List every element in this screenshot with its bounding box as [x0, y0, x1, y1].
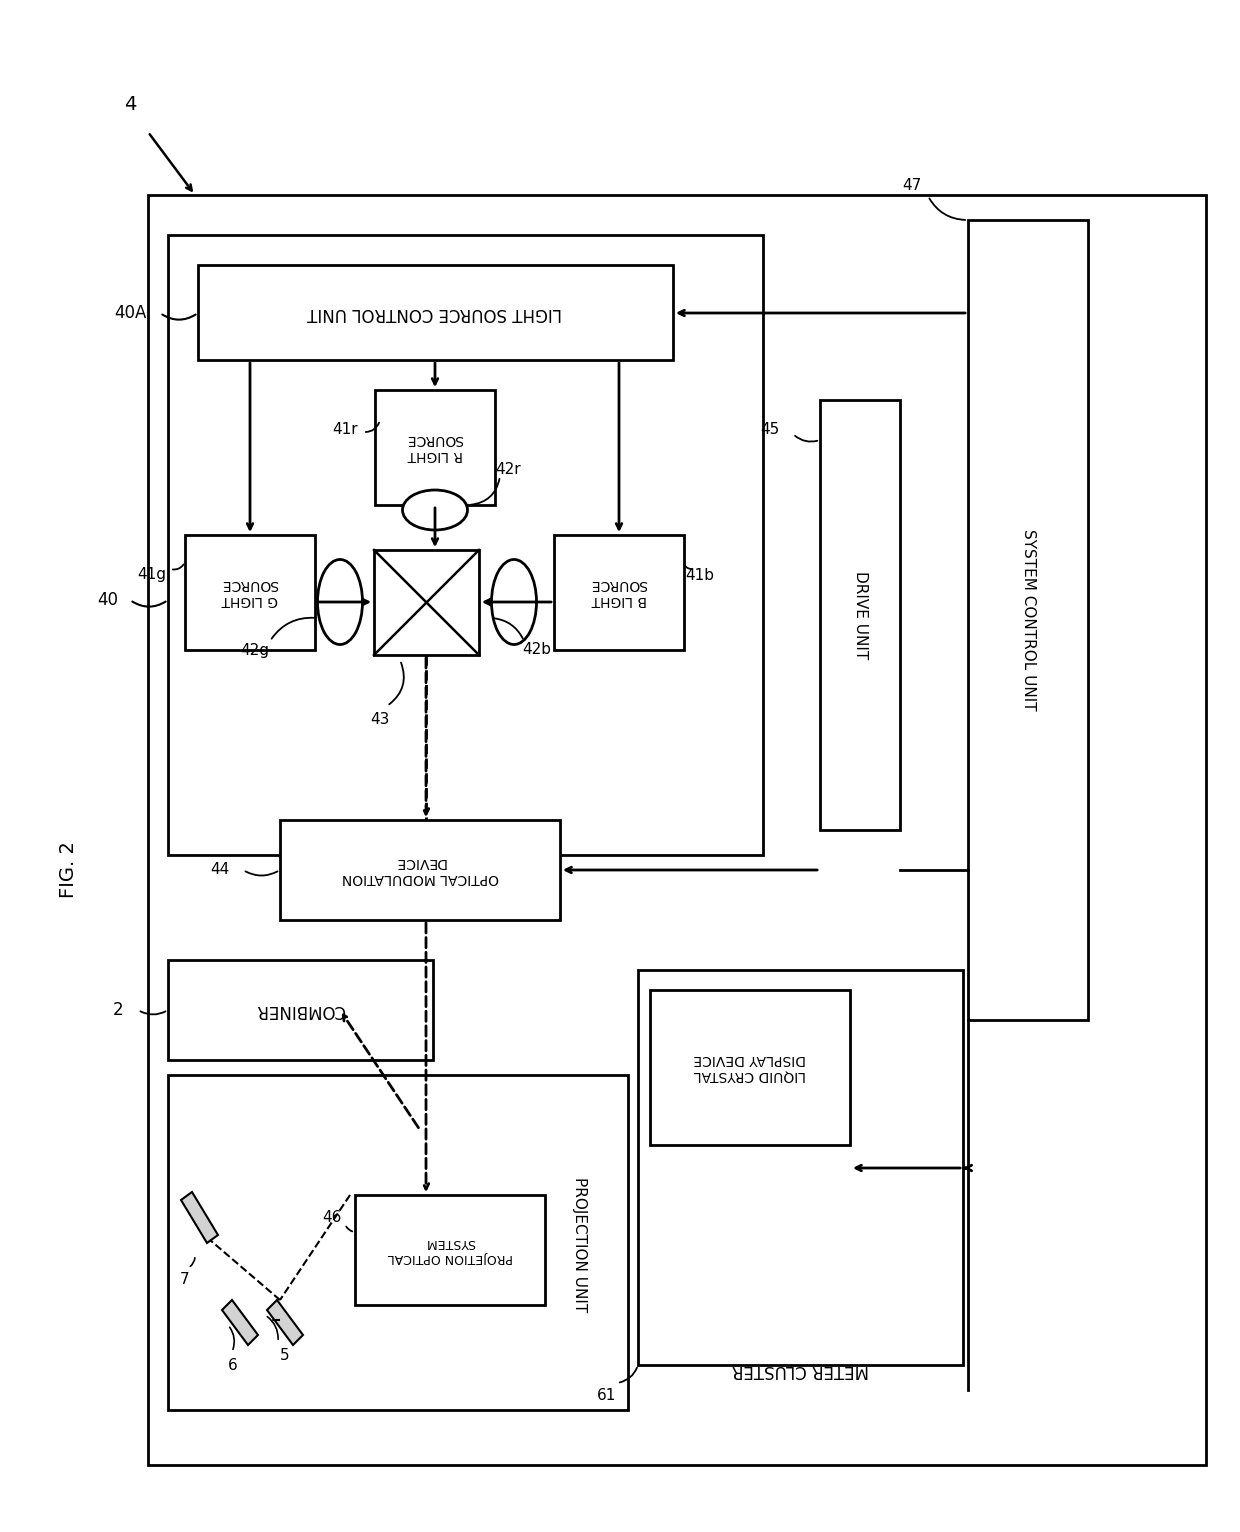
- Text: 61: 61: [598, 1388, 616, 1402]
- Bar: [355, 1195, 546, 1305]
- Text: DRIVE UNIT: DRIVE UNIT: [853, 571, 868, 659]
- Bar: [374, 391, 495, 506]
- Text: 6: 6: [228, 1357, 238, 1373]
- Text: FIG. 2: FIG. 2: [58, 841, 77, 898]
- Bar: [185, 535, 315, 650]
- Text: 47: 47: [903, 178, 921, 193]
- Bar: [639, 970, 963, 1365]
- Text: PROJECTION UNIT: PROJECTION UNIT: [573, 1178, 588, 1313]
- Polygon shape: [181, 1192, 218, 1242]
- Text: 2: 2: [113, 1000, 123, 1019]
- Bar: [554, 535, 684, 650]
- Ellipse shape: [491, 559, 537, 645]
- Text: 40A: 40A: [114, 303, 146, 322]
- Bar: [374, 550, 479, 656]
- Text: 41g: 41g: [138, 567, 166, 582]
- Text: 41b: 41b: [686, 567, 714, 582]
- Ellipse shape: [317, 559, 362, 645]
- Text: 42r: 42r: [495, 463, 521, 478]
- Bar: [167, 961, 433, 1060]
- Polygon shape: [267, 1301, 303, 1345]
- Polygon shape: [222, 1301, 258, 1345]
- Bar: [820, 400, 900, 830]
- Text: SYSTEM CONTROL UNIT: SYSTEM CONTROL UNIT: [1021, 529, 1035, 711]
- Bar: [968, 221, 1087, 1020]
- Text: 43: 43: [371, 712, 389, 728]
- Bar: [167, 1075, 627, 1409]
- Text: COMBINER: COMBINER: [255, 1000, 345, 1019]
- Text: 41r: 41r: [332, 423, 358, 438]
- Bar: [650, 990, 849, 1144]
- Text: 4: 4: [124, 95, 136, 115]
- Text: 40: 40: [98, 591, 119, 610]
- Text: LIGHT SOURCE CONTROL UNIT: LIGHT SOURCE CONTROL UNIT: [308, 303, 563, 322]
- Text: G LIGHT
SOURCE: G LIGHT SOURCE: [222, 578, 279, 607]
- Ellipse shape: [403, 490, 467, 530]
- Bar: [280, 820, 560, 921]
- Text: OPTICAL MODULATION
DEVICE: OPTICAL MODULATION DEVICE: [341, 855, 498, 885]
- Text: 46: 46: [322, 1210, 342, 1226]
- Text: PROJETION OPTICAL
SYSTEM: PROJETION OPTICAL SYSTEM: [387, 1236, 512, 1264]
- Text: LIQUID CRYSTAL
DISPLAY DEVICE: LIQUID CRYSTAL DISPLAY DEVICE: [693, 1052, 806, 1082]
- Bar: [148, 195, 1207, 1465]
- Text: 42g: 42g: [241, 642, 269, 657]
- Text: R LIGHT
SOURCE: R LIGHT SOURCE: [407, 432, 464, 463]
- Text: 42b: 42b: [522, 642, 552, 657]
- Text: 44: 44: [211, 863, 229, 878]
- Text: 7: 7: [180, 1273, 190, 1287]
- Text: METER CLUSTER: METER CLUSTER: [732, 1360, 868, 1379]
- Text: B LIGHT
SOURCE: B LIGHT SOURCE: [590, 578, 647, 607]
- Bar: [198, 265, 673, 360]
- Text: 5: 5: [280, 1348, 290, 1362]
- Bar: [167, 234, 763, 855]
- Text: 45: 45: [760, 423, 780, 438]
